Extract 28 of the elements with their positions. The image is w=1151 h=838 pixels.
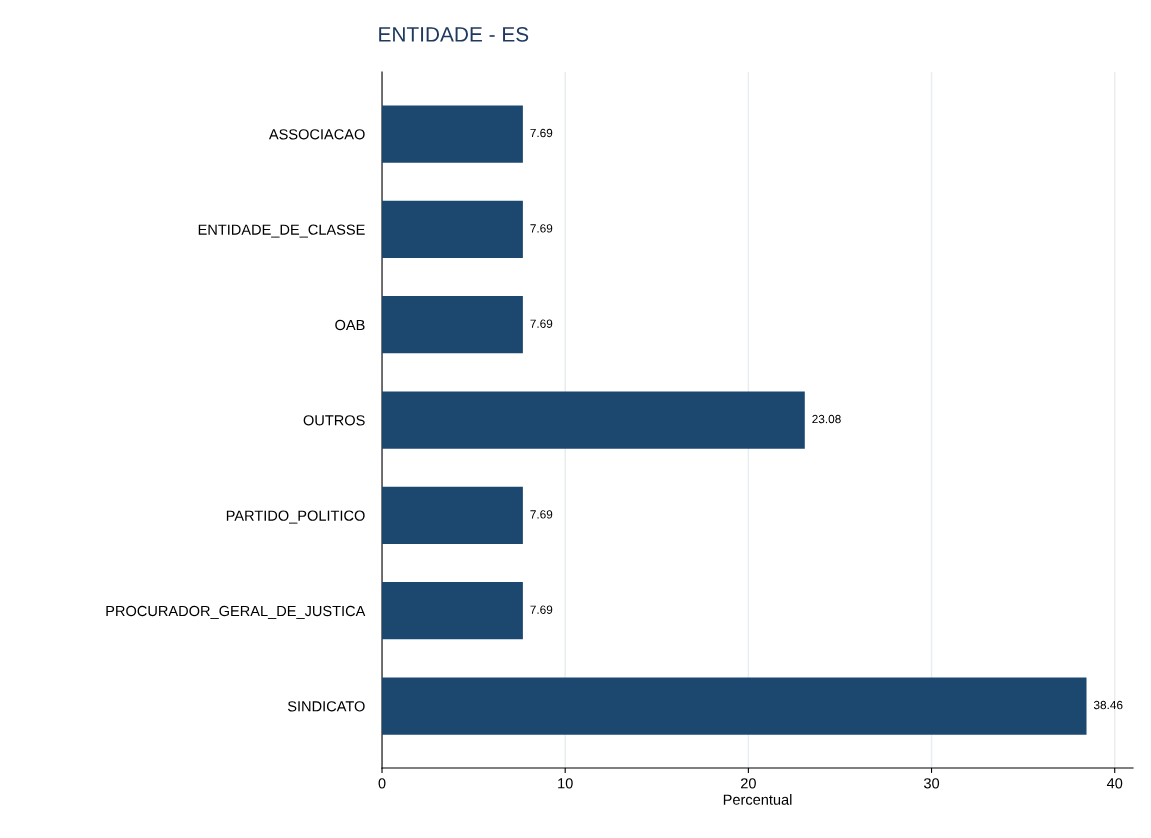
- data-label: 38.46: [1093, 700, 1123, 710]
- data-label: 7.69: [530, 605, 553, 614]
- data-label: 7.69: [530, 128, 553, 138]
- bar: [382, 677, 1087, 735]
- y-tick-label: OUTROS: [303, 415, 365, 426]
- y-tick-label: PROCURADOR_GERAL_DE_JUSTICA: [106, 605, 366, 619]
- bar: [382, 486, 523, 544]
- bar: [382, 105, 523, 163]
- data-label: 7.69: [530, 319, 553, 328]
- bar: [382, 200, 523, 258]
- x-tick-label: 0: [378, 778, 386, 789]
- x-tick-label: 20: [741, 778, 756, 789]
- bar: [382, 296, 523, 354]
- y-tick-label: ENTIDADE_DE_CLASSE: [198, 224, 365, 238]
- y-tick-label: SINDICATO: [287, 701, 365, 712]
- bar: [382, 391, 805, 449]
- x-tick-label: 30: [924, 778, 940, 789]
- y-tick-label: PARTIDO_POLITICO: [226, 510, 365, 524]
- bar: [382, 582, 523, 640]
- chart-title: ENTIDADE - ES: [379, 26, 529, 42]
- x-tick-label: 10: [558, 778, 573, 789]
- y-tick-label: OAB: [335, 319, 365, 331]
- x-tick-label: 40: [1106, 778, 1123, 789]
- data-label: 7.69: [530, 510, 553, 519]
- y-tick-label: ASSOCIACAO: [268, 129, 365, 140]
- x-axis-title: Percentual: [723, 794, 792, 805]
- data-label: 7.69: [530, 224, 553, 233]
- data-label: 23.08: [812, 414, 841, 424]
